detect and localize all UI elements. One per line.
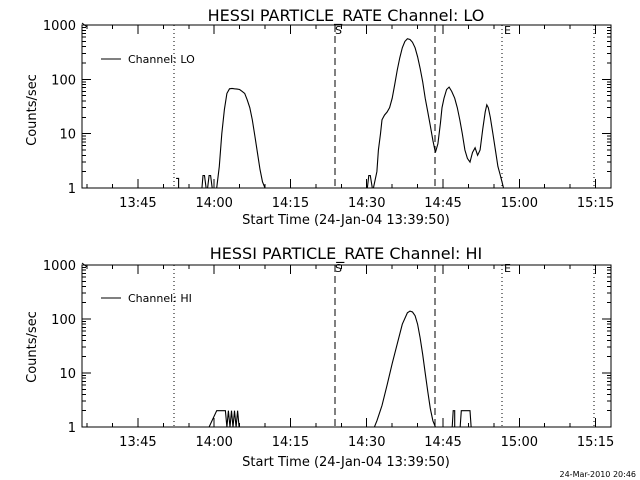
y-tick-label: 1 bbox=[68, 421, 76, 436]
axis-corner-mark bbox=[81, 262, 88, 268]
x-tick-label: 14:45 bbox=[424, 435, 461, 450]
y-tick-label: 100 bbox=[51, 313, 76, 328]
x-tick-label: 15:00 bbox=[501, 196, 538, 211]
x-tick-label: 14:15 bbox=[272, 435, 309, 450]
y-tick-label: 1 bbox=[68, 182, 76, 197]
x-axis-label: Start Time (24-Jan-04 13:39:50) bbox=[242, 455, 450, 470]
x-tick-label: 13:45 bbox=[119, 196, 156, 211]
hi-channel-panel: HESSI PARTICLE_RATE Channel: HI Counts/s… bbox=[25, 244, 614, 470]
y-axis-label: Counts/sec bbox=[25, 311, 40, 383]
y-tick-label: 1000 bbox=[43, 19, 76, 34]
legend-label: Channel: LO bbox=[128, 53, 195, 66]
start-marker-label: S bbox=[335, 24, 342, 37]
x-tick-label: 14:45 bbox=[424, 196, 461, 211]
series-line bbox=[208, 310, 472, 427]
y-tick-label: 1000 bbox=[43, 259, 76, 274]
x-tick-label: 14:00 bbox=[195, 196, 232, 211]
chart-title: HESSI PARTICLE_RATE Channel: LO bbox=[208, 6, 485, 26]
legend-label: Channel: HI bbox=[128, 292, 192, 305]
y-axis-label: Counts/sec bbox=[25, 74, 40, 146]
x-tick-label: 14:15 bbox=[272, 196, 309, 211]
axis-corner-mark bbox=[81, 22, 88, 28]
x-tick-label: 14:30 bbox=[348, 435, 385, 450]
plot-frame bbox=[81, 264, 612, 428]
x-tick-label: 15:15 bbox=[577, 196, 614, 211]
x-tick-label: 14:30 bbox=[348, 196, 385, 211]
footer-timestamp: 24-Mar-2010 20:46 bbox=[560, 470, 637, 479]
lo-channel-panel: HESSI PARTICLE_RATE Channel: LO Counts/s… bbox=[25, 6, 614, 228]
chart-title: HESSI PARTICLE_RATE Channel: HI bbox=[210, 244, 483, 264]
start-marker-label: S bbox=[335, 262, 342, 275]
end-marker-label: E bbox=[504, 262, 511, 275]
x-axis-label: Start Time (24-Jan-04 13:39:50) bbox=[242, 213, 450, 228]
x-tick-label: 14:00 bbox=[195, 435, 232, 450]
end-marker-label: E bbox=[504, 24, 511, 37]
x-tick-label: 15:15 bbox=[577, 435, 614, 450]
x-tick-label: 13:45 bbox=[119, 435, 156, 450]
x-tick-label: 15:00 bbox=[501, 435, 538, 450]
plot-frame bbox=[81, 24, 612, 189]
y-tick-label: 100 bbox=[51, 73, 76, 88]
series-line bbox=[176, 38, 505, 188]
y-tick-label: 10 bbox=[59, 128, 76, 143]
y-tick-label: 10 bbox=[59, 367, 76, 382]
